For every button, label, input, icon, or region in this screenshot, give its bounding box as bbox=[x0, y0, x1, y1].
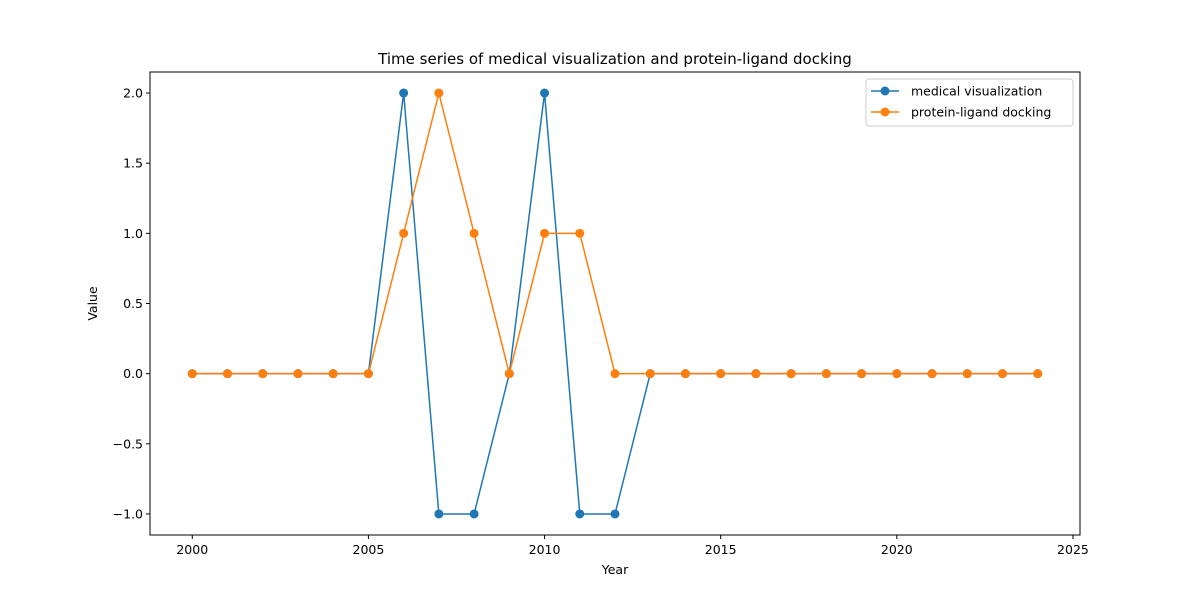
x-tick-label: 2025 bbox=[1057, 542, 1089, 557]
data-point-protein-ligand-docking bbox=[680, 369, 690, 379]
data-point-protein-ligand-docking bbox=[645, 369, 655, 379]
x-axis-label: Year bbox=[601, 562, 629, 577]
y-tick-label: 2.0 bbox=[123, 86, 143, 101]
data-point-protein-ligand-docking bbox=[575, 228, 585, 238]
y-tick-label: 0.0 bbox=[123, 366, 143, 381]
data-point-medical-visualization bbox=[540, 88, 550, 98]
y-tick-label: 1.5 bbox=[123, 156, 143, 171]
data-point-protein-ligand-docking bbox=[927, 369, 937, 379]
legend-marker-medical-visualization bbox=[880, 86, 890, 96]
data-point-protein-ligand-docking bbox=[962, 369, 972, 379]
y-tick-label: 0.5 bbox=[123, 296, 143, 311]
legend-marker-protein-ligand-docking bbox=[880, 107, 890, 117]
data-point-medical-visualization bbox=[434, 509, 444, 519]
data-point-protein-ligand-docking bbox=[399, 228, 409, 238]
data-point-medical-visualization bbox=[575, 509, 585, 519]
y-tick-label: 1.0 bbox=[123, 226, 143, 241]
data-point-protein-ligand-docking bbox=[892, 369, 902, 379]
data-point-protein-ligand-docking bbox=[469, 228, 479, 238]
y-axis-label: Value bbox=[85, 286, 100, 321]
data-point-medical-visualization bbox=[399, 88, 409, 98]
legend-frame bbox=[865, 78, 1074, 127]
data-point-protein-ligand-docking bbox=[821, 369, 831, 379]
data-point-medical-visualization bbox=[610, 509, 620, 519]
legend: medical visualization protein-ligand doc… bbox=[865, 78, 1074, 127]
data-point-protein-ligand-docking bbox=[223, 369, 232, 379]
data-point-protein-ligand-docking bbox=[540, 228, 550, 238]
legend-label-protein-ligand-docking: protein-ligand docking bbox=[911, 105, 1051, 120]
y-tick-label: −1.0 bbox=[113, 506, 143, 521]
data-point-protein-ligand-docking bbox=[751, 369, 761, 379]
series-line-medical-visualization bbox=[192, 92, 1038, 515]
data-point-protein-ligand-docking bbox=[857, 369, 867, 379]
data-point-protein-ligand-docking bbox=[716, 369, 726, 379]
chart-title: Time series of medical visualization and… bbox=[377, 50, 852, 68]
y-tick-label: −0.5 bbox=[113, 436, 143, 451]
x-tick-label: 2000 bbox=[176, 542, 208, 557]
data-point-protein-ligand-docking bbox=[363, 369, 373, 379]
data-point-protein-ligand-docking bbox=[293, 369, 303, 379]
data-point-protein-ligand-docking bbox=[786, 369, 796, 379]
data-point-protein-ligand-docking bbox=[328, 369, 338, 379]
legend-label-medical-visualization: medical visualization bbox=[911, 84, 1042, 99]
x-tick-label: 2015 bbox=[705, 542, 737, 557]
y-axis: −1.0 −0.5 0.0 0.5 1.0 1.5 2.0 bbox=[113, 86, 150, 521]
x-tick-label: 2005 bbox=[353, 542, 385, 557]
series-line-protein-ligand-docking bbox=[192, 92, 1038, 375]
x-tick-label: 2010 bbox=[529, 542, 561, 557]
data-point-protein-ligand-docking bbox=[258, 369, 268, 379]
data-point-protein-ligand-docking bbox=[504, 369, 514, 379]
x-axis: 2000 2005 2010 2015 2020 2025 bbox=[176, 535, 1089, 557]
series-layer bbox=[187, 88, 1043, 519]
data-point-protein-ligand-docking bbox=[434, 88, 444, 98]
data-point-protein-ligand-docking bbox=[610, 369, 620, 379]
data-point-medical-visualization bbox=[469, 509, 479, 519]
plot-frame bbox=[149, 71, 1081, 536]
data-point-protein-ligand-docking bbox=[187, 369, 197, 379]
x-tick-label: 2020 bbox=[881, 542, 913, 557]
data-point-protein-ligand-docking bbox=[998, 369, 1007, 379]
data-point-protein-ligand-docking bbox=[1033, 369, 1043, 379]
